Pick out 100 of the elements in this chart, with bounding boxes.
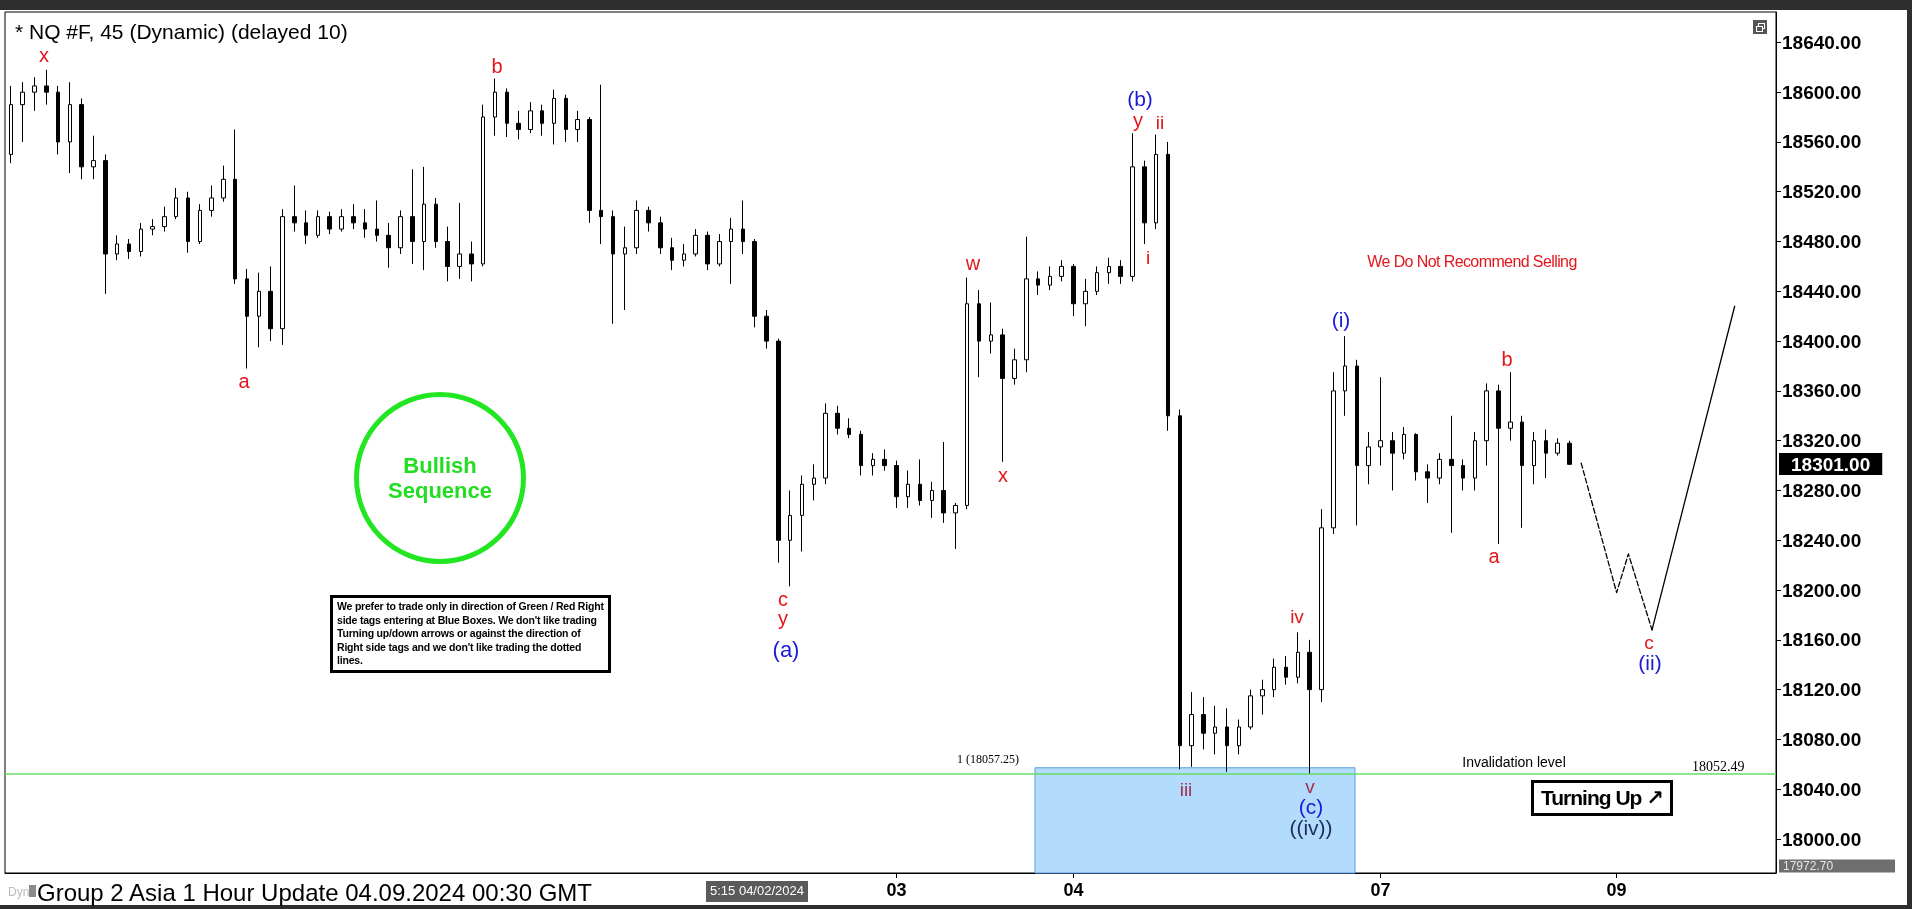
candlestick (1307, 639, 1312, 775)
candlestick (1178, 409, 1182, 770)
candlestick (1048, 265, 1052, 291)
annotation: v (1305, 775, 1316, 797)
candlestick (941, 441, 946, 524)
candlestick (1508, 371, 1513, 442)
candlestick (1544, 428, 1548, 479)
y-tick-label: 18000.00 (1782, 828, 1862, 850)
candlestick (1425, 463, 1430, 504)
candlestick (729, 217, 733, 285)
candlestick (1567, 440, 1572, 465)
candlestick (1107, 257, 1111, 285)
candlestick (386, 222, 391, 269)
candlestick (68, 81, 72, 174)
candlestick (139, 222, 143, 257)
annotation: We prefer to trade only in direction of Green / Red Right side tags entering at Blue Boxes. We don't like trading Turning up/down arrows or against the direction of Right side tags and we don't like trading the dotted lines. (330, 595, 611, 673)
candlestick (764, 309, 769, 350)
candlestick (1319, 508, 1324, 703)
candlestick (221, 165, 226, 203)
candlestick (209, 185, 214, 218)
candlestick (1484, 382, 1489, 467)
candlestick (1555, 437, 1560, 457)
candlestick (44, 69, 49, 106)
candlestick (1331, 371, 1336, 535)
candlestick (316, 209, 320, 239)
x-tick-label: 09 (1606, 880, 1627, 900)
candlestick (516, 110, 521, 140)
candlestick (1296, 631, 1300, 684)
candlestick (1071, 263, 1076, 317)
annotation: iii (1179, 778, 1193, 800)
candlestick (906, 470, 910, 509)
candlestick (752, 238, 757, 328)
candlestick (493, 77, 497, 137)
candlestick (9, 85, 13, 164)
candlestick (871, 452, 875, 477)
annotation: We Do Not Recommend Selling (1367, 252, 1577, 272)
candlestick (670, 237, 674, 271)
y-tick-label: 18600.00 (1782, 81, 1862, 103)
y-tick-label: 18520.00 (1782, 181, 1862, 203)
candlestick (1449, 415, 1454, 534)
candlestick (1000, 328, 1005, 463)
candlestick (469, 241, 474, 282)
candlestick (1154, 133, 1158, 230)
candlestick (552, 89, 556, 145)
ref-line-label: Invalidation level (1462, 753, 1566, 770)
x-tick-label: 04 (1063, 880, 1084, 900)
candlestick (1343, 335, 1347, 417)
candlestick (1118, 259, 1123, 285)
candlestick (1189, 691, 1194, 768)
candlestick (280, 208, 285, 346)
annotation: (ii) (1638, 650, 1662, 674)
annotation: a (238, 370, 251, 392)
candlestick (1390, 431, 1395, 491)
annotation: 18052.49 (1692, 758, 1745, 774)
annotation: y (778, 607, 788, 629)
candlestick (835, 405, 840, 435)
candlestick (351, 203, 356, 230)
candlestick (599, 84, 603, 245)
candlestick (198, 203, 202, 245)
candlestick (812, 463, 816, 501)
annotation: w (964, 252, 981, 274)
candlestick (1473, 431, 1477, 491)
candlestick (56, 85, 60, 155)
candlestick (1414, 432, 1418, 482)
annotation: y (1133, 109, 1143, 131)
y-tick-label: 18320.00 (1782, 430, 1862, 452)
candlestick (1083, 278, 1088, 327)
candlestick (587, 116, 592, 224)
candlestick (1166, 141, 1170, 432)
candlestick (1130, 132, 1135, 282)
candlestick (162, 206, 167, 233)
text: Group 2 Asia 1 Hour Update 04.09.2024 00:30 GMT (37, 879, 593, 907)
candlestick (1024, 236, 1029, 373)
candlestick (1461, 458, 1465, 491)
candlestick (186, 191, 190, 254)
candlestick (233, 129, 237, 285)
candlestick (658, 216, 663, 255)
candlestick (127, 238, 131, 260)
candlestick (257, 272, 261, 348)
candlestick (705, 231, 710, 271)
candlestick (741, 199, 745, 255)
candlestick (989, 302, 993, 355)
candlestick (398, 209, 403, 255)
annotation: i (1145, 246, 1151, 268)
candlestick (1366, 431, 1371, 485)
candlestick (1260, 679, 1265, 716)
candlestick (717, 233, 722, 267)
y-tick-label: 18440.00 (1782, 280, 1862, 302)
annotation: ii (1155, 111, 1165, 133)
candlestick (79, 97, 84, 180)
y-tick-label: 18080.00 (1782, 728, 1862, 750)
candlestick (611, 209, 615, 325)
y-tick-label: 18120.00 (1782, 679, 1862, 701)
text: Dyn (8, 885, 30, 900)
candlestick (1402, 426, 1406, 460)
annotation: (b) (1127, 86, 1153, 110)
candlestick (103, 153, 108, 295)
candlestick (32, 76, 37, 112)
candlestick (682, 243, 686, 267)
candlestick (1012, 348, 1017, 386)
